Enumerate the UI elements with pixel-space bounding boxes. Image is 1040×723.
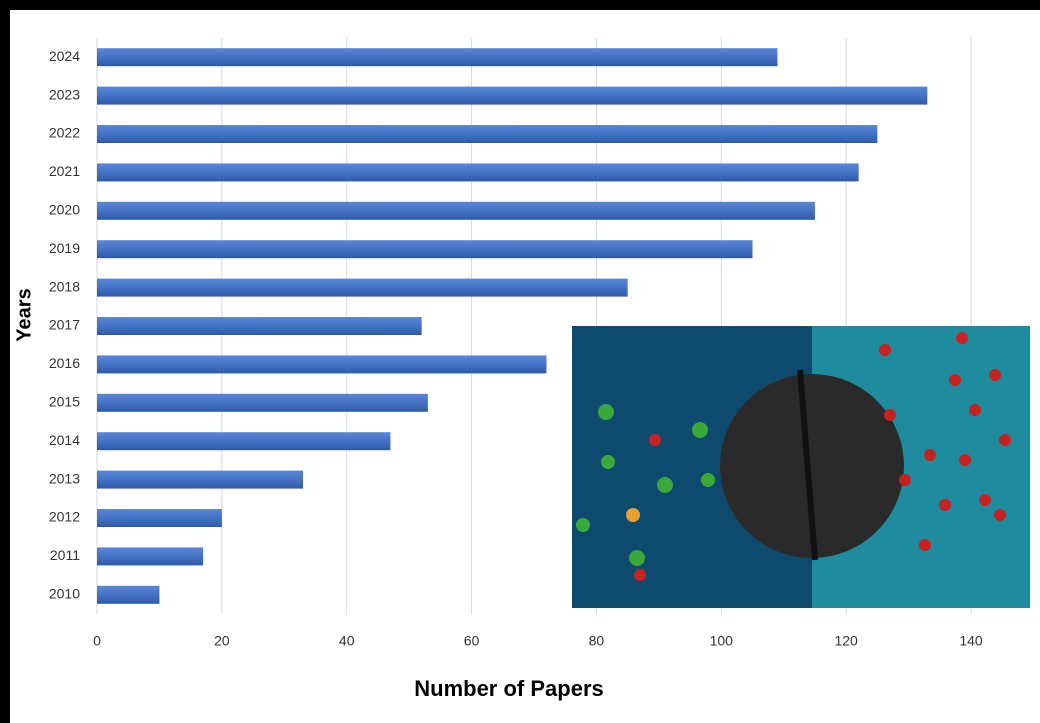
particles-red	[634, 332, 1011, 581]
y-tick-label: 2013	[49, 470, 80, 486]
bar	[97, 509, 222, 527]
y-axis-label: Years	[13, 288, 35, 341]
particles-green	[576, 404, 715, 566]
bar	[97, 86, 928, 105]
y-tick-label: 2010	[49, 586, 80, 602]
x-tick-label: 20	[214, 633, 230, 649]
y-tick-label: 2022	[49, 125, 80, 141]
x-tick-label: 40	[339, 633, 355, 649]
y-tick-label: 2021	[49, 163, 80, 179]
y-tick-label: 2016	[49, 355, 80, 371]
bar	[97, 240, 753, 259]
bar	[97, 201, 815, 220]
y-tick-label: 2024	[49, 48, 80, 64]
sphere-seam	[797, 369, 818, 561]
y-tick-label: 2018	[49, 278, 80, 294]
x-axis-label: Number of Papers	[414, 676, 604, 701]
bar	[97, 547, 204, 566]
bar	[97, 585, 160, 604]
y-tick-label: 2020	[49, 202, 80, 218]
bar	[97, 125, 878, 143]
x-tick-label: 100	[710, 633, 734, 649]
bar	[97, 317, 422, 335]
y-tick-label: 2011	[50, 547, 80, 563]
plot-area: 0 20 40 60 80 100 120 140 2024 2023 2022 2021 2020 20…	[49, 38, 983, 649]
bar	[97, 163, 859, 182]
inset-image	[572, 326, 1030, 608]
x-tick-label: 80	[589, 633, 605, 649]
x-tick-label: 60	[464, 633, 480, 649]
y-tick-label: 2019	[49, 240, 80, 256]
y-tick-label: 2015	[49, 394, 80, 410]
bar	[97, 355, 547, 374]
y-tick-label: 2023	[49, 86, 80, 102]
y-tick-label: 2017	[49, 317, 80, 333]
bar	[97, 432, 391, 451]
x-tick-label: 120	[834, 633, 858, 649]
bar	[97, 48, 778, 67]
bar	[97, 278, 628, 297]
particle-orange	[626, 508, 640, 522]
x-tick-label: 0	[93, 633, 101, 649]
bar	[97, 393, 428, 412]
bar	[97, 470, 304, 489]
y-tick-label: 2014	[49, 432, 80, 448]
y-tick-label: 2012	[49, 509, 80, 525]
x-tick-label: 140	[959, 633, 983, 649]
sphere	[720, 374, 904, 558]
